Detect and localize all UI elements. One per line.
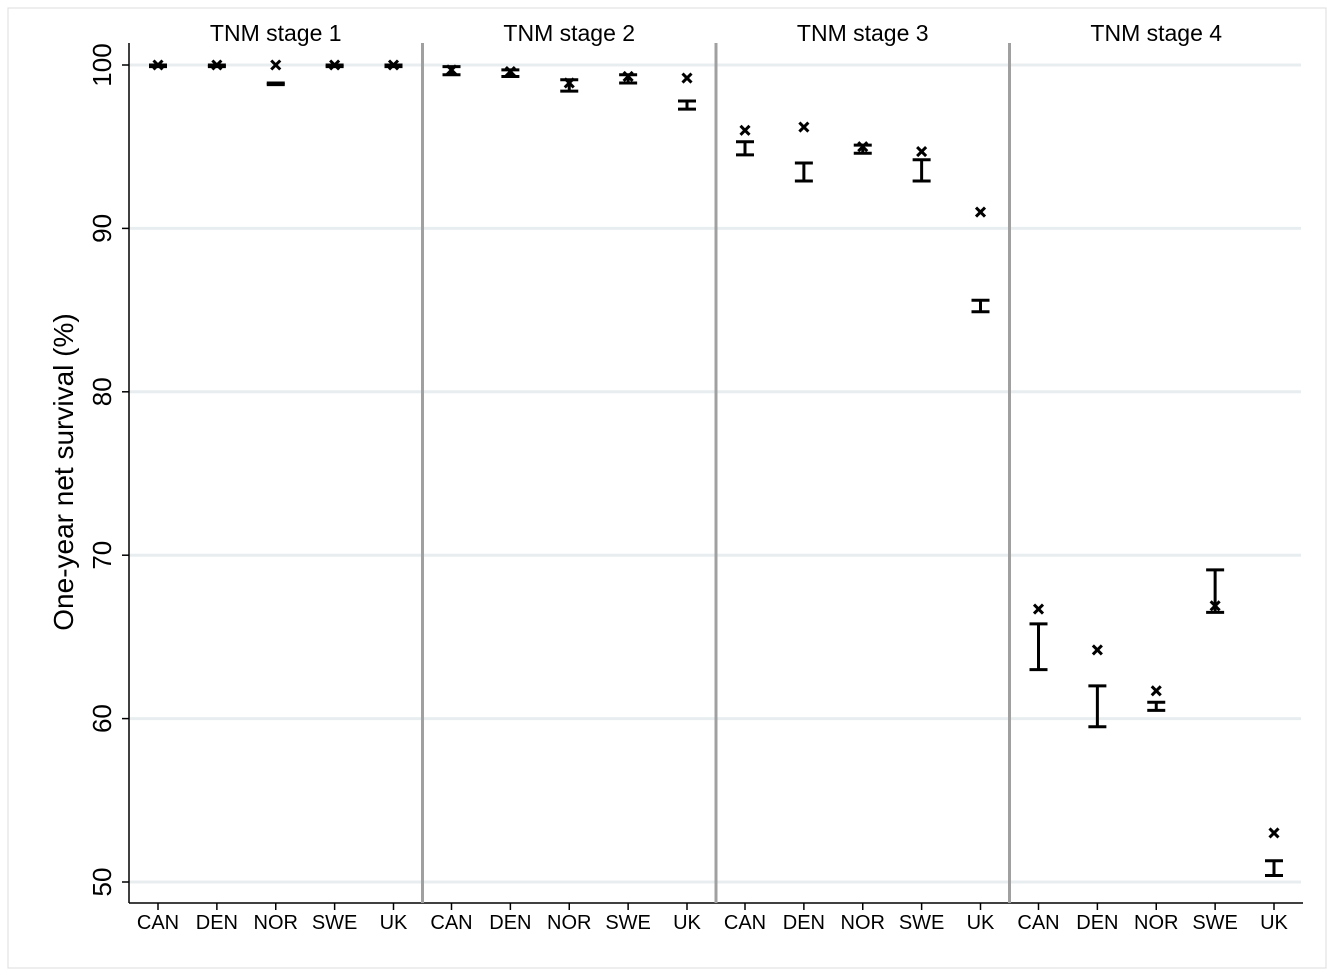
data-point-x-marker xyxy=(387,59,400,71)
y-tick-label: 60 xyxy=(87,704,117,733)
y-tick-label: 100 xyxy=(87,43,117,86)
data-point-x-marker xyxy=(563,77,575,89)
marker-stroke xyxy=(681,72,693,84)
marker-stroke xyxy=(974,206,987,218)
marker-stroke xyxy=(1268,827,1280,839)
marker-stroke xyxy=(622,70,634,82)
marker-stroke xyxy=(387,59,400,71)
x-tick-label: DEN xyxy=(489,912,531,934)
data-point-x-marker xyxy=(1150,685,1162,697)
marker-stroke xyxy=(270,59,282,71)
marker-stroke xyxy=(563,77,575,89)
data-point-x-marker xyxy=(857,141,869,153)
y-tick-label: 90 xyxy=(87,214,117,243)
x-tick-label: CAN xyxy=(724,912,766,934)
y-axis-label: One-year net survival (%) xyxy=(48,313,79,630)
x-tick-label: UK xyxy=(967,912,995,934)
y-tick-label: 70 xyxy=(87,541,117,570)
x-tick-label: CAN xyxy=(137,912,179,934)
marker-stroke xyxy=(445,64,458,76)
data-point-x-marker xyxy=(798,121,810,133)
data-point-x-marker xyxy=(739,124,751,136)
x-tick-label: NOR xyxy=(547,912,591,934)
y-tick-label: 80 xyxy=(87,377,117,406)
data-point-x-marker xyxy=(916,146,928,158)
x-tick-label: SWE xyxy=(312,912,358,934)
data-point-x-marker xyxy=(445,64,458,76)
marker-stroke xyxy=(1091,644,1103,656)
x-tick-label: NOR xyxy=(254,912,298,934)
data-point-x-marker xyxy=(1268,827,1280,839)
panel-title: TNM stage 2 xyxy=(503,20,635,46)
x-tick-label: NOR xyxy=(1134,912,1178,934)
x-tick-label: UK xyxy=(673,912,701,934)
x-tick-label: SWE xyxy=(605,912,651,934)
data-point-x-marker xyxy=(329,59,341,71)
x-tick-label: SWE xyxy=(1192,912,1238,934)
marker-stroke xyxy=(1032,603,1045,615)
data-point-x-marker xyxy=(211,59,223,71)
data-point-x-marker xyxy=(270,59,282,71)
x-tick-label: DEN xyxy=(1076,912,1118,934)
marker-stroke xyxy=(504,65,516,78)
marker-stroke xyxy=(1209,600,1221,612)
x-tick-label: DEN xyxy=(783,912,825,934)
graph-frame xyxy=(7,7,1327,969)
marker-stroke xyxy=(211,59,223,71)
x-tick-label: UK xyxy=(1260,912,1288,934)
panel-title: TNM stage 1 xyxy=(210,20,342,46)
x-tick-label: SWE xyxy=(899,912,945,934)
x-tick-label: UK xyxy=(380,912,408,934)
data-point-x-marker xyxy=(504,65,516,78)
data-point-x-marker xyxy=(1032,603,1045,615)
marker-stroke xyxy=(739,124,751,136)
panel-title: TNM stage 4 xyxy=(1090,20,1222,46)
y-tick-label: 50 xyxy=(87,868,117,897)
x-tick-label: DEN xyxy=(196,912,238,934)
data-point-x-marker xyxy=(1209,600,1221,612)
marker-stroke xyxy=(857,141,869,153)
data-point-x-marker xyxy=(681,72,693,84)
x-tick-label: NOR xyxy=(841,912,885,934)
data-point-x-marker xyxy=(974,206,987,218)
x-tick-label: CAN xyxy=(430,912,472,934)
panel-title: TNM stage 3 xyxy=(797,20,929,46)
marker-stroke xyxy=(1150,685,1162,697)
marker-stroke xyxy=(329,59,341,71)
data-point-x-marker xyxy=(622,70,634,82)
marker-stroke xyxy=(916,146,928,158)
marker-stroke xyxy=(152,59,164,71)
marker-stroke xyxy=(798,121,810,133)
data-point-x-marker xyxy=(1091,644,1103,656)
x-tick-label: CAN xyxy=(1017,912,1059,934)
data-point-x-marker xyxy=(152,59,164,71)
